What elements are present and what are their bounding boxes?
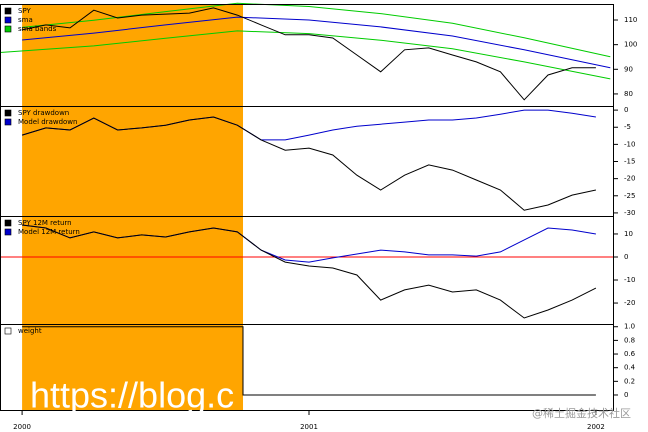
highlight-region [22,106,244,216]
series-line [21,7,596,101]
y-tick-label: 0.8 [624,336,635,344]
legend-swatch [4,16,12,24]
y-tick-label: 0 [624,106,628,114]
legend-label: Model 12M return [18,228,80,236]
series-line [22,2,611,58]
y-tick-label: 0.6 [624,350,636,358]
y-tick-label: -30 [624,209,635,217]
legend-label: weight [18,327,42,335]
legend-swatch [4,118,12,126]
legend-label: sma [18,16,33,24]
watermark: @稀土掘金技术社区 [532,406,631,420]
series-line [22,224,597,319]
legend-swatch [4,228,12,236]
legend-swatch [4,109,12,117]
y-tick-label: -15 [624,158,635,166]
y-tick-label: -25 [624,192,635,200]
series-line [22,326,596,396]
watermark: https://blog.c [30,375,234,416]
legend-swatch [4,7,12,15]
y-tick-label: 100 [624,41,637,49]
y-tick-label: 0 [624,253,628,261]
x-tick-label: 2001 [300,423,318,431]
y-tick-label: -20 [624,175,635,183]
highlight-region [22,324,244,410]
series-line [22,16,611,69]
legend-swatch [4,25,12,33]
y-tick-label: 0.2 [624,377,635,385]
legend-label: Model drawdown [18,118,77,126]
legend-label: SPY 12M return [18,219,72,227]
y-tick-label: 10 [624,230,633,238]
y-tick-label: -10 [624,276,635,284]
series-line [0,30,611,80]
highlight-region [22,4,244,106]
y-tick-label: -10 [624,140,635,148]
y-tick-label: 90 [624,65,633,73]
highlight-region [22,216,244,324]
legend-label: SPY [18,7,32,15]
legend-swatch [4,327,12,335]
series-line [21,116,597,211]
y-tick-label: 0.4 [624,364,636,372]
y-tick-label: -5 [624,123,631,131]
legend-label: sma bands [18,25,57,33]
y-tick-label: 110 [624,16,637,24]
panel-frame [0,324,614,411]
legend-label: SPY drawdown [18,109,69,117]
y-tick-label: -20 [624,299,635,307]
y-tick-label: 1.0 [624,323,635,331]
legend-swatch [4,219,12,227]
x-tick-label: 2000 [13,423,31,431]
y-tick-label: 0 [624,391,628,399]
x-tick-label: 2002 [587,423,605,431]
y-tick-label: 80 [624,90,633,98]
